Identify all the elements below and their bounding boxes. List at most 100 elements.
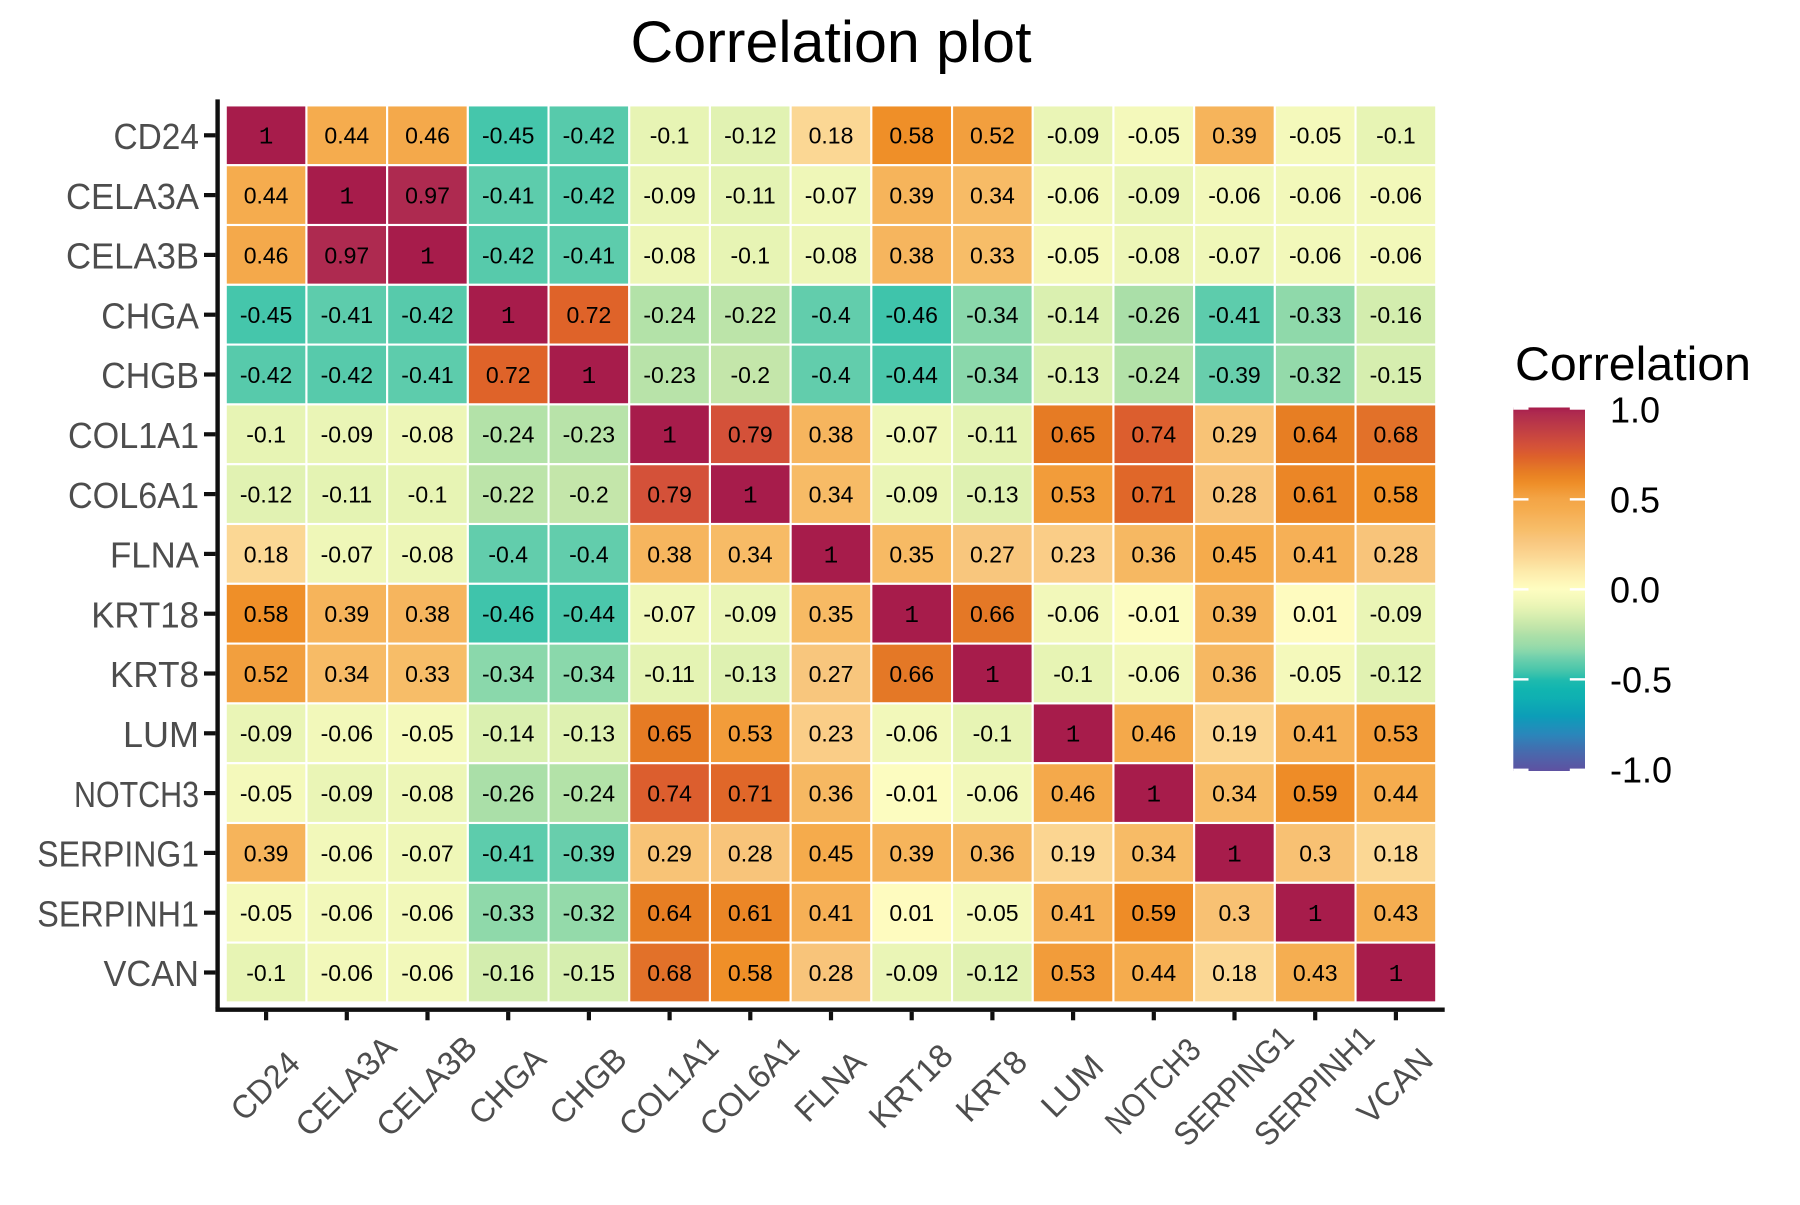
svg-text:0.44: 0.44	[1131, 960, 1176, 986]
svg-text:0.28: 0.28	[1374, 541, 1419, 567]
svg-text:CD24: CD24	[114, 116, 200, 157]
svg-text:-0.33: -0.33	[1289, 302, 1341, 328]
svg-text:0.68: 0.68	[647, 960, 692, 986]
svg-text:-0.32: -0.32	[1289, 362, 1341, 388]
svg-text:0.36: 0.36	[809, 781, 854, 807]
svg-text:0.28: 0.28	[809, 960, 854, 986]
svg-text:0.41: 0.41	[809, 900, 854, 926]
svg-text:0.38: 0.38	[647, 541, 692, 567]
svg-text:-0.06: -0.06	[1370, 242, 1422, 268]
svg-text:0.38: 0.38	[889, 242, 934, 268]
svg-text:-0.44: -0.44	[563, 601, 616, 627]
svg-text:-0.01: -0.01	[885, 781, 937, 807]
svg-text:-0.13: -0.13	[966, 482, 1018, 508]
svg-text:-0.05: -0.05	[1289, 123, 1341, 149]
svg-text:0.34: 0.34	[809, 482, 854, 508]
svg-text:0.59: 0.59	[1131, 900, 1176, 926]
svg-text:-0.11: -0.11	[725, 183, 776, 209]
svg-text:-0.1: -0.1	[730, 242, 770, 268]
svg-text:1: 1	[1389, 962, 1403, 989]
svg-text:-0.06: -0.06	[885, 721, 937, 747]
svg-text:-0.2: -0.2	[730, 362, 770, 388]
svg-text:0.34: 0.34	[1212, 781, 1257, 807]
svg-text:0.64: 0.64	[647, 900, 692, 926]
svg-text:-0.12: -0.12	[1370, 661, 1422, 687]
svg-text:1: 1	[824, 543, 838, 570]
svg-text:-0.11: -0.11	[967, 422, 1018, 448]
svg-text:-0.4: -0.4	[811, 362, 851, 388]
svg-text:0.66: 0.66	[970, 601, 1015, 627]
svg-text:-0.22: -0.22	[724, 302, 776, 328]
svg-text:0.53: 0.53	[1051, 482, 1096, 508]
svg-text:0.36: 0.36	[970, 840, 1015, 866]
svg-text:0.18: 0.18	[244, 541, 289, 567]
svg-text:0.45: 0.45	[1212, 541, 1257, 567]
svg-text:-0.24: -0.24	[643, 302, 696, 328]
svg-text:-0.45: -0.45	[482, 123, 534, 149]
svg-text:-0.2: -0.2	[569, 482, 609, 508]
svg-text:-0.41: -0.41	[401, 362, 453, 388]
svg-text:-0.41: -0.41	[321, 302, 373, 328]
svg-text:0.97: 0.97	[324, 242, 369, 268]
svg-text:-0.07: -0.07	[805, 183, 857, 209]
svg-text:0.39: 0.39	[1212, 123, 1257, 149]
svg-text:-0.12: -0.12	[966, 960, 1018, 986]
svg-text:1: 1	[1066, 723, 1080, 750]
svg-text:-0.11: -0.11	[321, 482, 372, 508]
svg-text:0.44: 0.44	[324, 123, 369, 149]
svg-text:-0.07: -0.07	[885, 422, 937, 448]
svg-text:-0.15: -0.15	[1370, 362, 1422, 388]
svg-text:1.0: 1.0	[1610, 389, 1660, 430]
svg-text:0.34: 0.34	[1131, 840, 1176, 866]
svg-text:0.45: 0.45	[809, 840, 854, 866]
svg-text:-0.06: -0.06	[1289, 183, 1341, 209]
svg-text:0.19: 0.19	[1212, 721, 1257, 747]
svg-text:-1.0: -1.0	[1610, 749, 1672, 790]
svg-text:0.46: 0.46	[1051, 781, 1096, 807]
svg-text:-0.1: -0.1	[973, 721, 1013, 747]
svg-text:-0.07: -0.07	[401, 840, 453, 866]
svg-text:-0.12: -0.12	[724, 123, 776, 149]
svg-text:-0.06: -0.06	[966, 781, 1018, 807]
svg-text:0.23: 0.23	[1051, 541, 1096, 567]
svg-text:-0.13: -0.13	[1047, 362, 1099, 388]
svg-text:COL1A1: COL1A1	[68, 415, 199, 456]
svg-text:1: 1	[501, 304, 515, 331]
svg-text:-0.34: -0.34	[966, 302, 1019, 328]
svg-text:-0.13: -0.13	[724, 661, 776, 687]
svg-text:-0.08: -0.08	[401, 422, 453, 448]
svg-text:0.28: 0.28	[1212, 482, 1257, 508]
svg-text:0.33: 0.33	[970, 242, 1015, 268]
svg-text:KRT8: KRT8	[110, 654, 199, 695]
svg-text:1: 1	[985, 663, 999, 690]
svg-text:CELA3A: CELA3A	[66, 176, 200, 217]
svg-text:-0.05: -0.05	[240, 900, 292, 926]
svg-text:-0.06: -0.06	[1289, 242, 1341, 268]
svg-text:-0.09: -0.09	[885, 482, 937, 508]
svg-text:1: 1	[582, 364, 596, 391]
svg-text:-0.39: -0.39	[1208, 362, 1260, 388]
svg-text:0.68: 0.68	[1374, 422, 1419, 448]
svg-text:0.5: 0.5	[1610, 479, 1660, 520]
svg-text:0.65: 0.65	[647, 721, 692, 747]
svg-text:-0.13: -0.13	[563, 721, 615, 747]
svg-text:-0.44: -0.44	[885, 362, 938, 388]
svg-text:0.34: 0.34	[970, 183, 1015, 209]
svg-text:-0.09: -0.09	[1047, 123, 1099, 149]
svg-text:0.38: 0.38	[405, 601, 450, 627]
svg-text:1: 1	[1308, 902, 1322, 929]
svg-text:-0.42: -0.42	[321, 362, 373, 388]
svg-text:-0.24: -0.24	[1128, 362, 1181, 388]
svg-text:0.66: 0.66	[889, 661, 934, 687]
svg-text:0.53: 0.53	[728, 721, 773, 747]
svg-text:0.46: 0.46	[244, 242, 289, 268]
svg-text:0.41: 0.41	[1293, 721, 1338, 747]
svg-text:-0.41: -0.41	[1208, 302, 1260, 328]
svg-text:-0.06: -0.06	[1208, 183, 1260, 209]
svg-text:-0.42: -0.42	[563, 183, 615, 209]
svg-text:0.44: 0.44	[1374, 781, 1419, 807]
svg-text:0.27: 0.27	[809, 661, 854, 687]
svg-text:0.41: 0.41	[1051, 900, 1096, 926]
svg-text:SERPINH1: SERPINH1	[37, 893, 199, 934]
svg-text:0.27: 0.27	[970, 541, 1015, 567]
